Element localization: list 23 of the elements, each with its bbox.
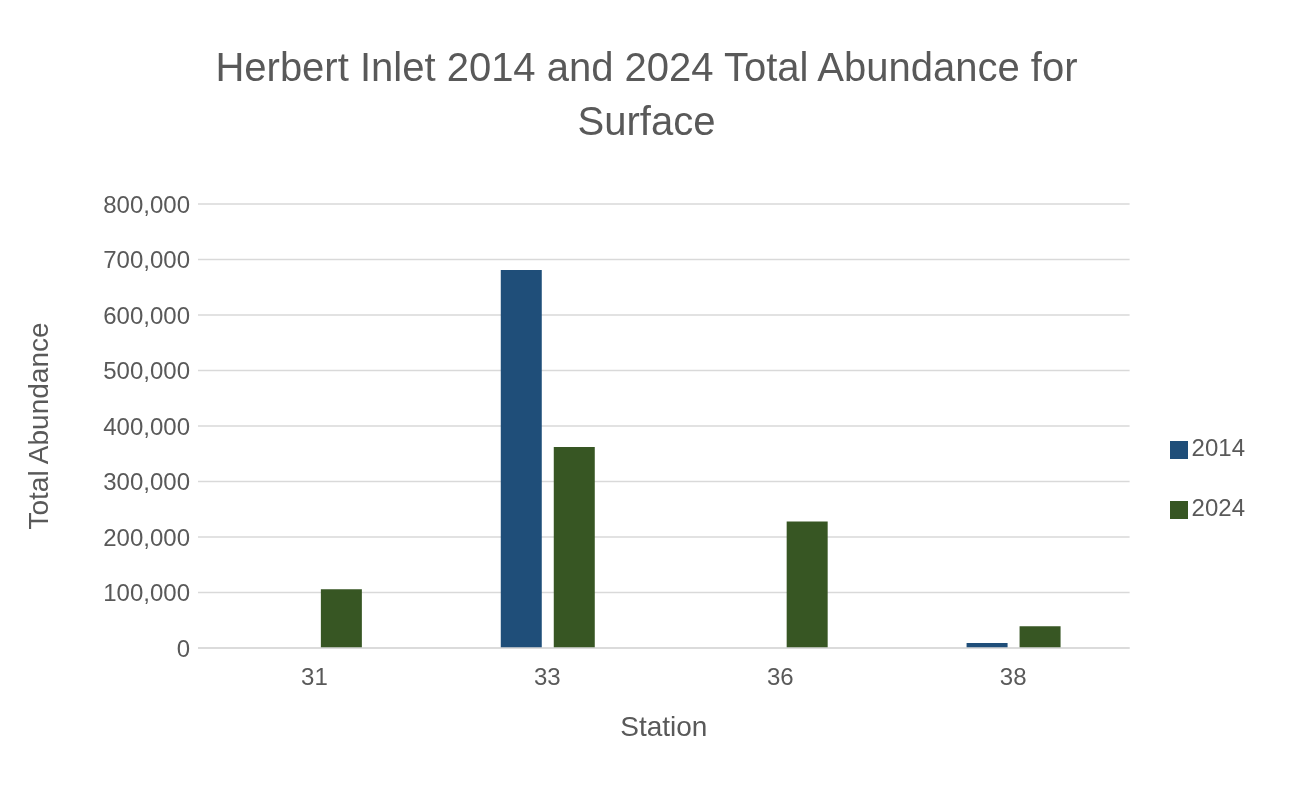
y-tick-label: 200,000: [103, 523, 190, 551]
y-axis-title: Total Abundance: [22, 322, 54, 530]
x-tick-label: 36: [766, 663, 794, 691]
y-tick-label: 500,000: [103, 357, 190, 385]
bar: [320, 589, 362, 648]
bar: [553, 447, 595, 648]
y-tick-label: 800,000: [103, 190, 190, 218]
y-tick-label: 0: [176, 634, 190, 662]
chart-title: Herbert Inlet 2014 and 2024 Total Abundance for Surface: [214, 44, 1079, 145]
y-tick-label: 300,000: [103, 468, 190, 496]
bar: [1019, 626, 1061, 648]
y-tick-label: 700,000: [103, 246, 190, 274]
x-tick-label: 38: [999, 663, 1027, 691]
bar: [786, 521, 828, 648]
x-tick-label: 33: [534, 663, 561, 691]
y-tick-label: 100,000: [103, 579, 190, 607]
x-axis-title: Station: [620, 711, 708, 742]
legend-label: 2024: [1191, 494, 1245, 521]
y-tick-label: 400,000: [103, 412, 190, 440]
legend-label: 2014: [1191, 434, 1245, 461]
bar: [500, 270, 542, 648]
y-tick-label: 600,000: [103, 301, 190, 329]
x-tick-label: 31: [301, 663, 328, 691]
